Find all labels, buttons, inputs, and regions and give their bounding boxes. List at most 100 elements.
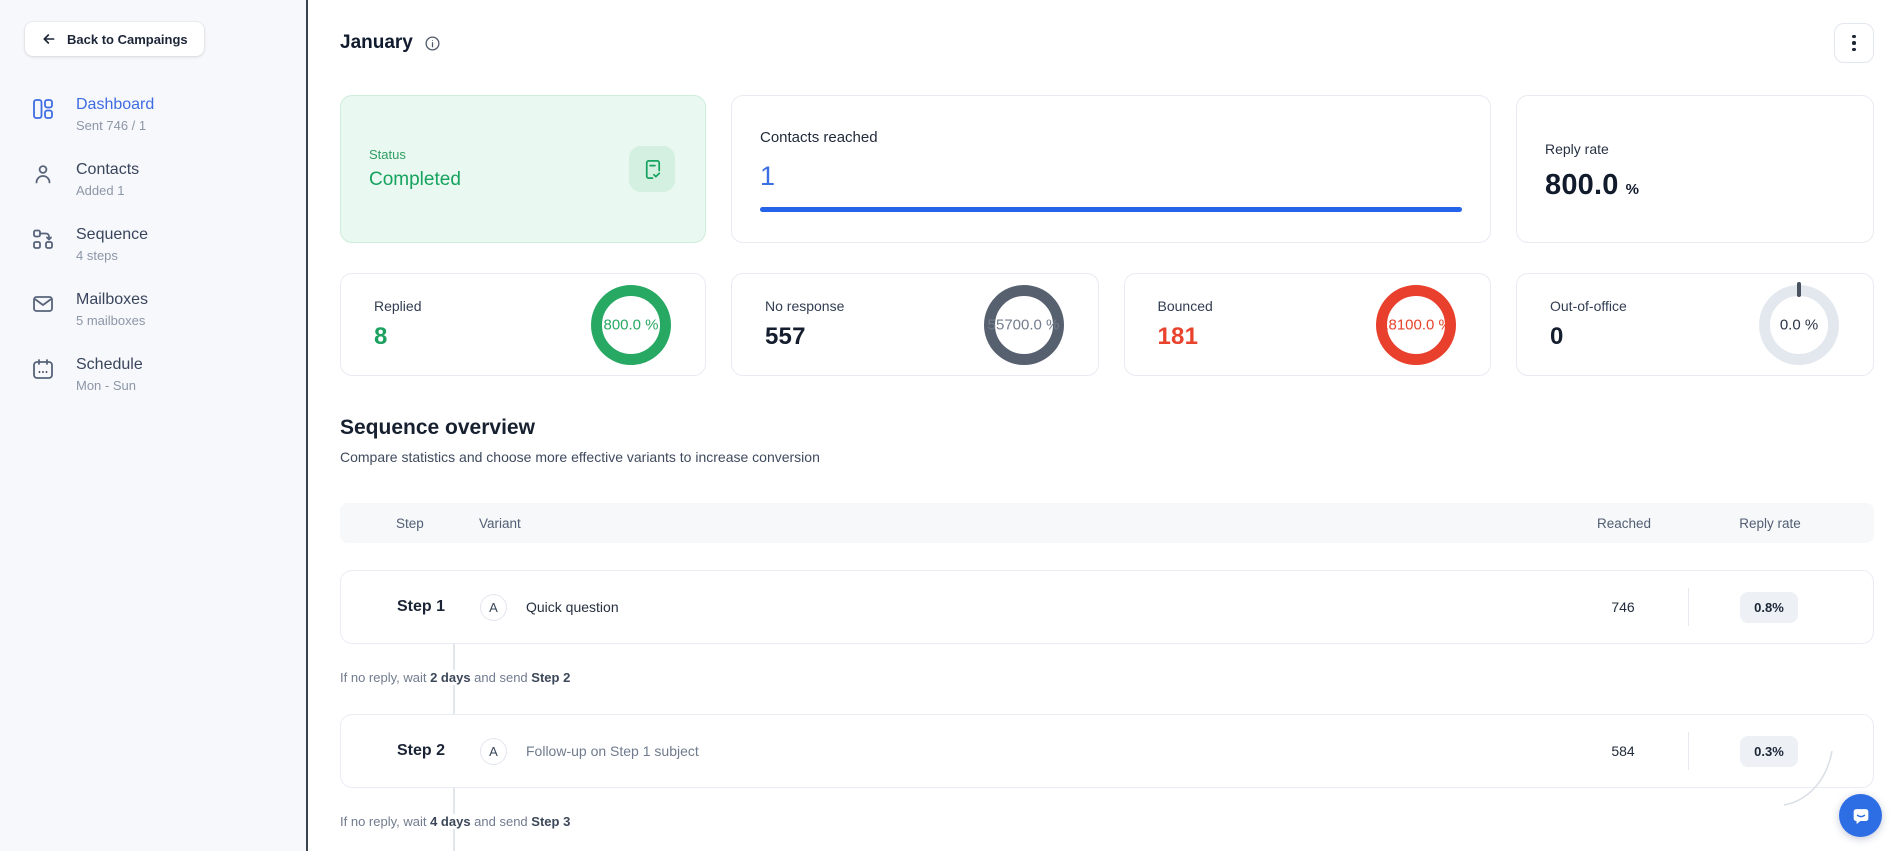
sidebar-item-sub: Mon - Sun [76, 378, 136, 393]
sidebar-item-contacts[interactable]: Contacts Added 1 [31, 161, 308, 198]
sidebar-item-schedule[interactable]: Schedule Mon - Sun [31, 356, 308, 393]
step-reply-rate-badge: 0.3% [1740, 735, 1798, 767]
sidebar-nav: Dashboard Sent 746 / 1 Contacts Added 1 … [0, 96, 308, 393]
no-response-percent: 55700.0 % [987, 316, 1060, 333]
sidebar-item-sub: 4 steps [76, 248, 118, 263]
kebab-dot [1852, 47, 1856, 52]
no-response-value: 557 [765, 323, 806, 350]
bounced-percent: 18100.0 % [1380, 316, 1452, 333]
connector-prefix: If no reply, wait [340, 814, 431, 829]
status-card: Status Completed [340, 95, 706, 243]
sidebar-item-mailboxes[interactable]: Mailboxes 5 mailboxes [31, 291, 308, 328]
completed-check-icon [629, 146, 675, 192]
contacts-reached-progress [760, 207, 1462, 212]
reply-rate-card: Reply rate 800.0 % [1516, 95, 1874, 243]
replied-percent: 800.0 % [603, 316, 659, 333]
chat-bubble-icon [1853, 808, 1868, 824]
connector-prefix: If no reply, wait [340, 670, 431, 685]
contacts-icon [31, 162, 55, 186]
mailbox-icon [31, 292, 55, 316]
contacts-reached-value: 1 [760, 161, 776, 191]
bounced-ring-chart: 18100.0 % [1376, 284, 1456, 365]
info-icon[interactable] [424, 35, 441, 52]
sidebar-item-dashboard[interactable]: Dashboard Sent 746 / 1 [31, 96, 308, 133]
back-to-campaigns-button[interactable]: Back to Campaings [25, 22, 204, 56]
ring-zero-tick [1797, 281, 1801, 297]
replied-value: 8 [374, 323, 388, 350]
table-header: Step Variant Reached Reply rate [340, 503, 1874, 543]
column-header-reply-rate: Reply rate [1739, 515, 1801, 531]
sidebar-item-label: Contacts [76, 161, 140, 178]
sidebar: Back to Campaings Dashboard Sent 746 / 1… [0, 0, 308, 851]
connector-target: Step 3 [531, 814, 571, 829]
page-header: January [340, 22, 1874, 64]
sidebar-item-label: Dashboard [76, 96, 155, 113]
sequence-table: Step Variant Reached Reply rate Step 1 A… [340, 503, 1874, 851]
column-header-variant: Variant [479, 515, 521, 531]
status-label: Status [369, 147, 406, 162]
contacts-reached-label: Contacts reached [760, 129, 878, 146]
sequence-overview-title: Sequence overview [340, 416, 535, 439]
sidebar-item-sub: 5 mailboxes [76, 313, 146, 328]
connector-wait: 4 days [430, 814, 471, 829]
main-content: January Status Completed Contacts reache… [308, 0, 1898, 851]
connector-text: If no reply, wait 4 days and send Step 3 [340, 814, 581, 829]
replied-card: Replied 8 800.0 % [340, 273, 706, 376]
ring [983, 284, 1064, 365]
connector-wait: 2 days [430, 670, 471, 685]
step-reply-rate-badge: 0.8% [1740, 591, 1798, 623]
back-button-label: Back to Campaings [67, 31, 188, 47]
step-reached-value: 584 [1611, 743, 1635, 759]
contacts-reached-card: Contacts reached 1 [731, 95, 1491, 243]
connector-text: If no reply, wait 2 days and send Step 2 [340, 670, 581, 685]
step-reached-value: 746 [1611, 599, 1635, 615]
no-response-ring-chart: 55700.0 % [983, 284, 1064, 365]
sidebar-item-label: Mailboxes [76, 291, 149, 308]
more-options-button[interactable] [1834, 23, 1874, 63]
step-subject: Quick question [526, 599, 619, 615]
no-response-label: No response [765, 298, 845, 314]
variant-badge: A [480, 593, 507, 621]
table-row-step-2[interactable]: Step 2 A Follow-up on Step 1 subject 584… [340, 714, 1874, 788]
step-subject: Follow-up on Step 1 subject [526, 743, 699, 759]
connector-mid: and send [470, 670, 532, 685]
out-of-office-label: Out-of-office [1550, 298, 1627, 314]
column-header-reached: Reached [1596, 515, 1652, 531]
bounced-value: 181 [1157, 323, 1199, 350]
table-row-step-1[interactable]: Step 1 A Quick question 746 0.8% [340, 570, 1874, 644]
status-value: Completed [369, 169, 461, 190]
page-title: January [340, 32, 413, 53]
kebab-dot [1852, 41, 1856, 45]
out-of-office-card: Out-of-office 0 0.0 % [1516, 273, 1874, 376]
summary-cards: Status Completed Contacts reached 1 Repl… [340, 95, 1874, 376]
dashboard-icon [31, 97, 55, 121]
step-name: Step 1 [397, 598, 446, 615]
out-of-office-percent: 0.0 % [1779, 316, 1819, 333]
step-connector: If no reply, wait 4 days and send Step 3 [340, 788, 1874, 851]
column-header-step: Step [396, 515, 424, 531]
sidebar-item-sequence[interactable]: Sequence 4 steps [31, 226, 308, 263]
no-response-card: No response 557 55700.0 % [731, 273, 1099, 376]
kebab-dot [1852, 34, 1856, 39]
reply-rate-value: 800.0 [1545, 169, 1619, 201]
step-name: Step 2 [397, 742, 446, 759]
sequence-overview-subtitle: Compare statistics and choose more effec… [340, 449, 820, 465]
sidebar-item-label: Schedule [76, 356, 143, 373]
reply-rate-label: Reply rate [1545, 141, 1609, 157]
bounced-card: Bounced 181 18100.0 % [1123, 273, 1491, 376]
reply-rate-unit: % [1625, 181, 1639, 198]
connector-target: Step 2 [531, 670, 571, 685]
ring [1376, 284, 1456, 365]
sidebar-divider [306, 0, 308, 851]
replied-label: Replied [374, 298, 422, 314]
row-divider [1688, 588, 1689, 626]
ring [591, 284, 671, 365]
calendar-icon [31, 357, 55, 381]
chat-launcher-button[interactable] [1839, 794, 1882, 837]
bounced-label: Bounced [1157, 298, 1213, 314]
progress-fill [760, 207, 1462, 212]
out-of-office-ring-chart: 0.0 % [1759, 281, 1839, 365]
out-of-office-value: 0 [1550, 323, 1564, 350]
step-connector: If no reply, wait 2 days and send Step 2 [340, 644, 1874, 714]
sidebar-item-label: Sequence [76, 226, 149, 243]
